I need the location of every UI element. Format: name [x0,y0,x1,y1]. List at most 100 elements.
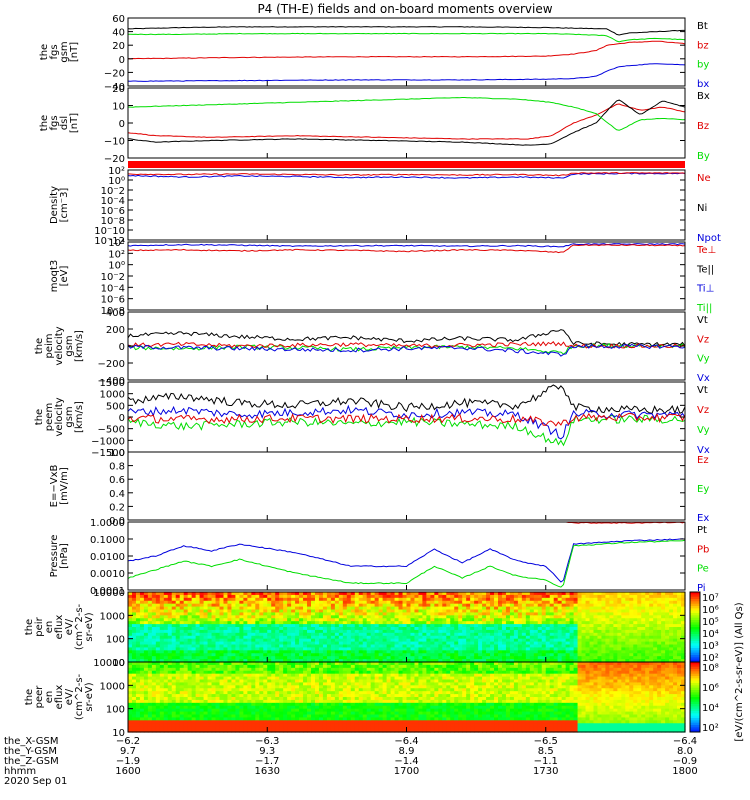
spectrogram-cell [426,629,431,634]
spectrogram-cell [147,618,153,622]
spectrogram-cell [151,679,157,684]
spectrogram-cell [458,600,463,605]
spectrogram-cell [466,653,471,657]
spectrogram-cell [183,685,189,689]
spectrogram-cell [275,664,280,669]
spectrogram-cell [330,635,336,640]
spectrogram-cell [283,688,288,692]
spectrogram-cell [318,702,324,707]
spectrogram-cell [151,635,157,640]
spectrogram-cell [657,594,662,599]
spectrogram-cell [454,635,459,640]
spectrogram-cell [593,632,599,637]
spectrogram-cell [342,624,348,628]
spectrogram-cell [509,629,515,634]
spectrogram-cell [625,638,630,643]
spectrogram-cell [513,647,519,651]
spectrogram-cell [147,688,153,692]
spectrogram-cell [155,676,161,681]
spectrogram-cell [641,609,646,614]
spectrogram-cell [243,618,248,622]
spectrogram-cell [131,656,137,660]
spectrogram-cell [239,629,244,634]
spectrogram-cell [438,618,443,622]
spectrogram-cell [537,612,543,616]
spectrogram-cell [362,656,368,660]
spectrogram-cell [195,638,201,643]
spectrogram-cell [135,638,141,643]
spectrogram-cell [235,624,240,628]
spectrogram-cell [673,606,678,611]
colorbar-cell [690,643,700,647]
spectrogram-cell [589,653,595,657]
y-label-line: eflux [54,615,65,640]
spectrogram-cell [525,638,531,643]
spectrogram-cell [263,647,268,651]
spectrogram-cell [143,615,149,619]
spectrogram-cell [171,635,177,640]
spectrogram-cell [609,629,614,634]
spectrogram-cell [239,720,244,724]
spectrogram-cell [271,597,276,602]
spectrogram-cell [398,621,404,625]
spectrogram-cell [135,629,141,634]
spectrogram-cell [430,621,435,625]
spectrogram-cell [211,609,217,614]
spectrogram-cell [513,621,519,625]
spectrogram-cell [318,615,324,619]
spectrogram-cell [649,618,654,622]
spectrogram-cell [303,609,308,614]
spectrogram-cell [394,594,400,599]
spectrogram-cell [195,612,201,616]
spectrogram-cell [426,594,431,599]
spectrogram-cell [314,644,320,649]
spectrogram-cell [509,656,515,660]
y-axis-label: the peem velocity gsm [km/s] [34,397,85,436]
spectrogram-cell [283,720,288,724]
spectrogram-cell [143,676,149,681]
spectrogram-cell [326,632,332,637]
spectrogram-cell [669,632,674,637]
spectrogram-cell [163,609,169,614]
spectrogram-cell [215,612,221,616]
spectrogram-cell [163,615,169,619]
spectrogram-cell [350,641,356,646]
spectrogram-cell [470,647,475,651]
spectrogram-cell [139,729,145,733]
spectrogram-cell [318,638,324,643]
spectrogram-cell [653,632,658,637]
spectrogram-cell [318,705,324,710]
spectrogram-cell [191,691,197,695]
spectrogram-cell [223,650,229,654]
spectrogram-cell [307,594,312,599]
spectrogram-cell [295,656,300,660]
spectrogram-cell [490,647,495,651]
spectrogram-cell [271,729,276,733]
spectrogram-cell [613,621,618,625]
spectrogram-cell [466,618,471,622]
spectrogram-cell [450,632,455,637]
spectrogram-cell [446,606,451,611]
spectrogram-cell [334,720,340,724]
spectrogram-cell [482,650,487,654]
spectrogram-cell [235,656,240,660]
spectrogram-cell [211,594,217,599]
spectrogram-cell [641,597,646,602]
spectrogram-cell [275,699,280,704]
spectrogram-cell [322,702,328,707]
spectrogram-cell [613,597,618,602]
spectrogram-cell [314,694,320,698]
spectrogram-cell [155,656,161,660]
spectrogram-cell [135,641,141,646]
spectrogram-cell [330,699,336,704]
spectrogram-cell [187,723,193,727]
legend-entry: bz [697,40,709,51]
spectrogram-cell [255,600,260,605]
spectrogram-cell [171,629,177,634]
spectrogram-cell [442,600,447,605]
spectrogram-cell [223,592,229,596]
spectrogram-cell [498,656,503,660]
spectrogram-cell [378,644,384,649]
spectrogram-cell [311,697,316,701]
spectrogram-cell [207,676,213,681]
